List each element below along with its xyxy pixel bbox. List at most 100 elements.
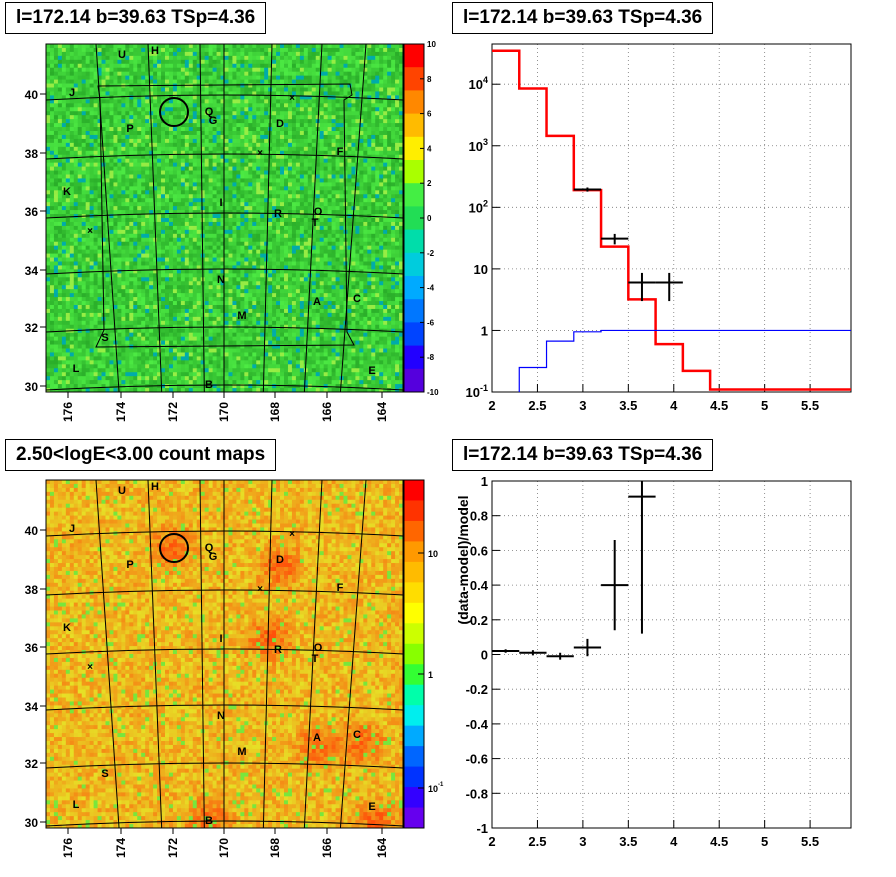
source-marker: × <box>257 584 263 595</box>
colorbar-tick-label: 2 <box>427 179 432 188</box>
y-tick-label: 36 <box>25 205 39 219</box>
source-label: P <box>126 559 133 571</box>
x-tick-label: 4 <box>670 398 678 413</box>
source-label: M <box>237 310 246 322</box>
y-tick-label: 38 <box>25 147 39 161</box>
y-tick-label: 40 <box>25 524 39 538</box>
y-tick-label: 0.6 <box>470 543 488 558</box>
source-label: T <box>312 653 319 665</box>
y-tick-label: 104 <box>469 75 488 92</box>
y-tick-label: 34 <box>25 264 39 278</box>
colorbar-tick-label: -2 <box>427 249 435 258</box>
source-marker: × <box>257 148 263 159</box>
y-tick-label: 10 <box>474 262 488 277</box>
source-label: L <box>73 799 80 811</box>
source-label: M <box>237 746 246 758</box>
source-label: L <box>73 363 80 375</box>
source-label: P <box>126 123 133 135</box>
source-label: R <box>274 644 282 656</box>
x-tick-label: 170 <box>217 402 231 422</box>
spectrum-title: l=172.14 b=39.63 TSp=4.36 <box>452 2 713 34</box>
x-tick-label: 4.5 <box>710 398 728 413</box>
source-label: D <box>276 554 284 566</box>
x-tick-label: 5.5 <box>801 398 819 413</box>
source-marker: × <box>289 93 295 104</box>
y-tick-label: 30 <box>25 816 39 830</box>
colorbar-segment <box>404 808 424 829</box>
x-tick-label: 164 <box>375 402 389 422</box>
source-label: U <box>118 49 126 61</box>
colorbar-segment <box>404 480 424 501</box>
x-tick-label: 166 <box>320 402 334 422</box>
x-tick-label: 168 <box>268 838 282 858</box>
colorbar-segment <box>404 746 424 767</box>
source-label: A <box>313 296 321 308</box>
x-tick-label: 174 <box>114 838 128 858</box>
colorbar-segment <box>404 322 424 346</box>
colorbar-segment <box>404 253 424 277</box>
colorbar-segment <box>404 644 424 665</box>
colorbar-tick-label: -6 <box>427 318 435 327</box>
colorbar-segment <box>404 500 424 521</box>
x-tick-label: 2 <box>488 834 495 849</box>
colorbar-segment <box>404 183 424 207</box>
source-label: B <box>205 815 213 827</box>
x-tick-label: 3.5 <box>619 834 637 849</box>
colorbar-segment <box>404 582 424 603</box>
source-marker: × <box>289 529 295 540</box>
x-tick-label: 2.5 <box>528 398 546 413</box>
source-label: E <box>368 801 375 813</box>
source-label: J <box>69 87 75 99</box>
colorbar-segment <box>404 541 424 562</box>
colorbar-tick-label: 4 <box>427 144 432 153</box>
x-tick-label: 2.5 <box>528 834 546 849</box>
source-label: N <box>217 274 225 286</box>
x-tick-label: 172 <box>166 838 180 858</box>
y-tick-label: 1 <box>481 323 488 338</box>
y-tick-label: 102 <box>469 198 488 215</box>
source-label: S <box>101 332 108 344</box>
colorbar-segment <box>404 521 424 542</box>
colorbar-segment <box>404 603 424 624</box>
y-tick-label: 10-1 <box>466 383 488 400</box>
source-label: B <box>205 379 213 391</box>
grid <box>492 481 851 828</box>
y-tick-label: 103 <box>469 137 488 154</box>
source-label: J <box>69 523 75 535</box>
source-label: E <box>368 365 375 377</box>
colorbar-tick-label: 10 <box>427 40 436 49</box>
colorbar-tick-label: 10-1 <box>428 782 444 794</box>
x-tick-label: 174 <box>114 402 128 422</box>
source-label: F <box>337 582 344 594</box>
y-tick-label: -0.4 <box>466 717 489 732</box>
colorbar-tick-label: 0 <box>427 214 432 223</box>
colorbar-segment <box>404 623 424 644</box>
x-tick-label: 4 <box>670 834 678 849</box>
colorbar-segment <box>404 767 424 788</box>
x-tick-label: 3.5 <box>619 398 637 413</box>
colorbar-tick-label: 10 <box>428 549 438 559</box>
colorbar-segment <box>404 299 424 323</box>
y-tick-label: 0 <box>481 648 488 663</box>
colorbar-segment <box>404 160 424 184</box>
source-label: H <box>151 481 159 493</box>
count-map-title: 2.50<logE<3.00 count maps <box>5 439 276 471</box>
colorbar-tick-label: 1 <box>428 670 433 680</box>
source-label: K <box>63 186 71 198</box>
colorbar-tick-label: -8 <box>427 353 435 362</box>
y-tick-label: 32 <box>25 321 39 335</box>
colorbar-segment <box>404 369 424 393</box>
colorbar-segment <box>404 726 424 747</box>
y-tick-label: 34 <box>25 700 39 714</box>
x-tick-label: 3 <box>579 398 586 413</box>
x-tick-label: 168 <box>268 402 282 422</box>
y-tick-label: 32 <box>25 757 39 771</box>
x-tick-label: 170 <box>217 838 231 858</box>
x-tick-label: 5.5 <box>801 834 819 849</box>
y-tick-label: 30 <box>25 380 39 394</box>
colorbar-segment <box>404 230 424 254</box>
